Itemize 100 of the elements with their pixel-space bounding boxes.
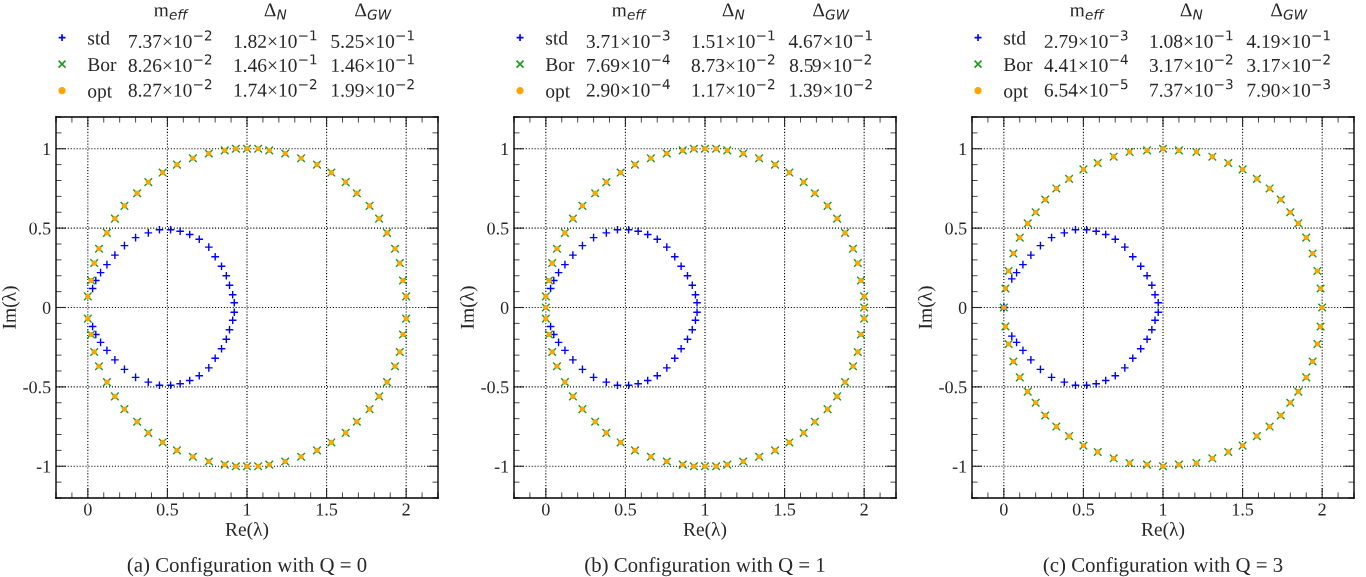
y-tick-label: 0.5 [945,222,967,235]
y-tick-label: 0.5 [487,222,509,235]
point [1142,271,1152,281]
point [175,226,185,236]
text: 8.59×10$^{−2}$ [789,54,871,73]
point [210,353,220,363]
text: 4.67×10$^{−1}$ [788,30,872,49]
x-tick-label: 1.5 [316,503,338,516]
text: (c) Configuration with Q = 3 [1043,557,1283,577]
text: 2.90×10$^{−4}$ [586,79,670,97]
point [1091,226,1101,236]
text: Δ$_{N}$ [1180,3,1203,20]
y-tick-label: -0.5 [939,381,967,394]
text: 4.19×10$^{−1}$ [1246,30,1330,49]
y-tick-label: -0.5 [481,381,509,394]
text: Δ$_{N}$ [264,3,287,20]
point [1007,331,1017,341]
y-axis-title: Im(λ) [1,286,20,329]
point [1147,280,1157,290]
text: 3.17×10$^{−2}$ [1247,54,1330,73]
point [692,307,702,317]
point [560,260,570,270]
point [1059,228,1069,238]
text: Δ$_{N}$ [722,3,745,20]
point [1150,315,1160,325]
point [1150,290,1160,300]
legend-label: std [88,30,110,45]
point [1018,345,1028,355]
legend-label: opt [1004,86,1029,102]
text: 5.25×10$^{−1}$ [331,30,414,49]
x-tick-label: 1 [1160,503,1167,516]
point [175,379,185,389]
text: 7.37×10$^{−3}$ [1150,79,1233,97]
point [1026,355,1036,365]
point [676,261,686,271]
x-tick-label: 1.5 [1232,503,1254,516]
x-tick-label: 0 [84,503,92,516]
text: 1.51×10$^{−1}$ [692,30,775,49]
point [1147,325,1157,335]
text: 1.17×10$^{−2}$ [692,79,775,97]
text: 8.27×10$^{−2}$ [128,79,212,97]
x-tick-label: 0 [1000,503,1008,516]
point [102,345,112,355]
point [633,379,643,389]
point [560,345,570,355]
text: 7.69×10$^{−4}$ [587,54,670,73]
point [662,242,672,252]
y-tick-label: -0.5 [23,381,51,394]
point [1018,260,1028,270]
y-tick-label: 1 [959,143,967,156]
y-tick-label: 0.5 [29,222,51,235]
text: 7.90×10$^{−3}$ [1247,79,1330,97]
point [143,377,153,387]
y-axis-title: Im(λ) [459,286,478,329]
point [143,228,153,238]
point [204,363,214,373]
text: Δ$_{GW}$ [813,3,850,20]
y-tick-label: -1 [36,460,51,473]
point [568,250,578,260]
legend-label: Bor [1003,58,1033,72]
text: 3.17×10$^{−2}$ [1149,54,1233,73]
point [676,344,686,354]
y-tick-label: 0 [42,301,51,314]
legend-label: Bor [87,58,117,72]
x-tick-label: 0 [542,503,550,516]
text: 1.74×10$^{−2}$ [234,79,317,97]
y-tick-label: 0 [958,301,967,314]
text: 7.37×10$^{−2}$ [129,30,212,49]
text: 6.54×10$^{−5}$ [1044,79,1128,97]
text: Δ$_{GW}$ [355,3,392,20]
x-tick-label: 1 [702,503,709,516]
x-tick-label: 0.5 [614,503,636,516]
point [210,252,220,262]
point [110,355,120,365]
text: 1.46×10$^{−1}$ [332,54,414,73]
x-axis-title: Re(λ) [683,522,727,540]
text: Δ$_{GW}$ [1271,3,1308,20]
text: 1.99×10$^{−2}$ [332,79,414,97]
x-tick-label: 2 [1318,503,1326,516]
text: 1.39×10$^{−2}$ [790,79,872,97]
point [568,355,578,365]
text: 4.41×10$^{−4}$ [1044,54,1128,73]
x-tick-label: 0.5 [156,503,178,516]
text: 3.71×10$^{−3}$ [586,30,670,49]
text: (b) Configuration with Q = 1 [585,557,825,577]
text: 8.26×10$^{−2}$ [128,54,212,73]
x-tick-label: 0.5 [1072,503,1094,516]
point [204,242,214,252]
text: 1.82×10$^{−1}$ [234,30,317,49]
y-tick-label: -1 [952,460,967,473]
point [1120,242,1130,252]
text: 8.73×10$^{−2}$ [691,54,775,73]
x-tick-label: 1 [244,503,251,516]
text: 2.79×10$^{−3}$ [1044,30,1128,49]
point [633,226,643,236]
text: 1.08×10$^{−1}$ [1150,30,1233,49]
point [692,298,702,308]
point [601,228,611,238]
y-tick-label: 1 [43,143,51,156]
legend-label: std [546,30,568,45]
